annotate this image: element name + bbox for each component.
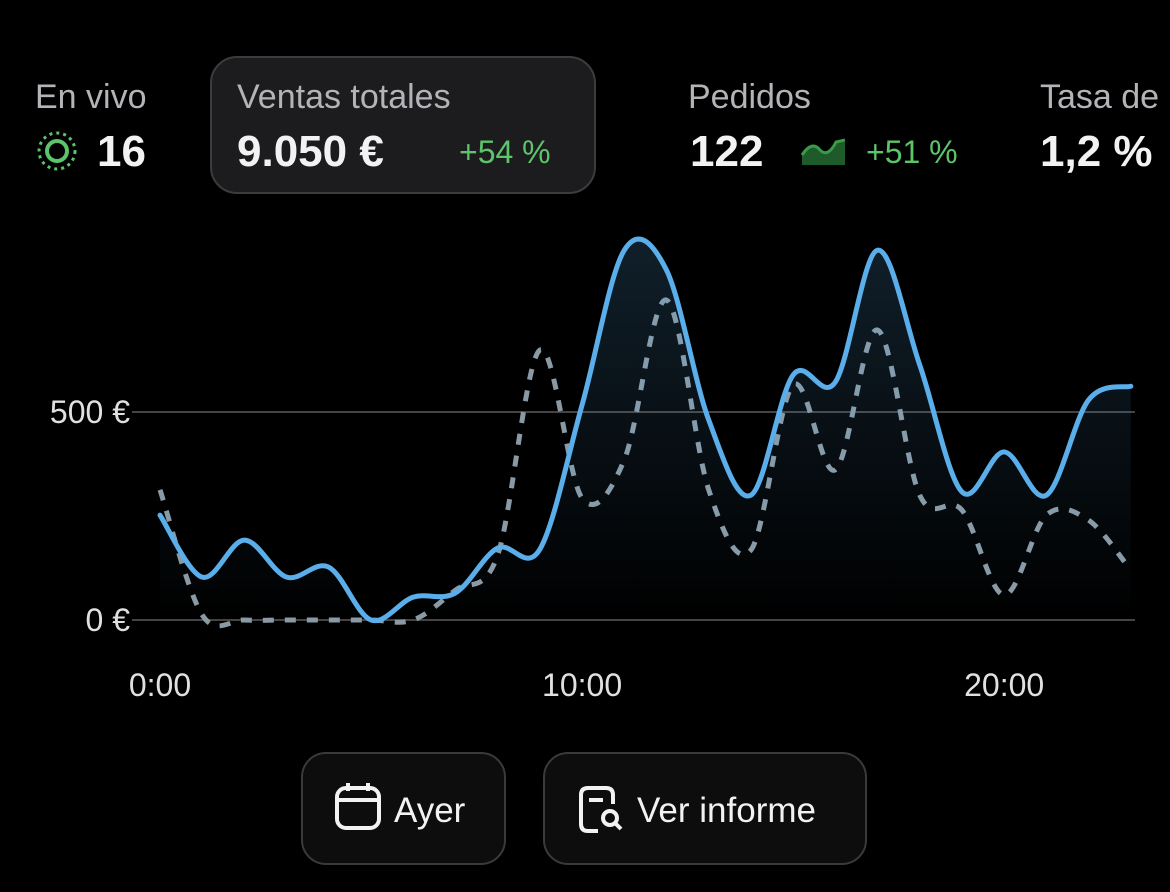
y-tick-label: 0 € xyxy=(86,602,131,638)
live-icon xyxy=(37,131,77,171)
metric-change: +54 % xyxy=(459,134,551,170)
metric-value: 122 xyxy=(690,127,763,176)
button-report[interactable]: Ver informe xyxy=(543,752,867,865)
report-icon xyxy=(579,786,623,833)
x-tick-label: 20:00 xyxy=(964,667,1044,703)
x-tick-label: 10:00 xyxy=(542,667,622,703)
area xyxy=(160,239,1131,621)
button-yesterday[interactable]: Ayer xyxy=(301,752,506,865)
button[interactable] xyxy=(543,752,867,865)
button-label: Ayer xyxy=(394,791,466,830)
metric-live: En vivo 16 xyxy=(35,78,147,176)
metric-card[interactable] xyxy=(210,56,596,194)
x-tick-label: 0:00 xyxy=(129,667,191,703)
metric-value: 1,2 % xyxy=(1040,127,1153,176)
metric-orders[interactable]: Pedidos 122 +51 % xyxy=(688,78,958,176)
metric-label: En vivo xyxy=(35,78,147,116)
metric-change: +51 % xyxy=(866,134,958,170)
metric-label: Tasa de xyxy=(1040,78,1159,116)
y-tick-label: 500 € xyxy=(50,394,130,430)
button[interactable] xyxy=(301,752,506,865)
button-label: Ver informe xyxy=(637,791,816,830)
metric-value: 9.050 € xyxy=(237,127,384,176)
metric-label: Ventas totales xyxy=(237,78,451,116)
metric-label: Pedidos xyxy=(688,78,811,116)
line xyxy=(157,236,1134,624)
calendar-icon xyxy=(335,783,381,830)
metric-value: 16 xyxy=(97,127,146,176)
chart: 0 € 500 € 0:00 10:00 20:00 xyxy=(50,236,1135,703)
metric-sales[interactable]: Ventas totales 9.050 € +54 % xyxy=(210,56,596,194)
trend-icon-line xyxy=(800,138,846,156)
metric-conversion[interactable]: Tasa de 1,2 % xyxy=(1040,78,1159,176)
